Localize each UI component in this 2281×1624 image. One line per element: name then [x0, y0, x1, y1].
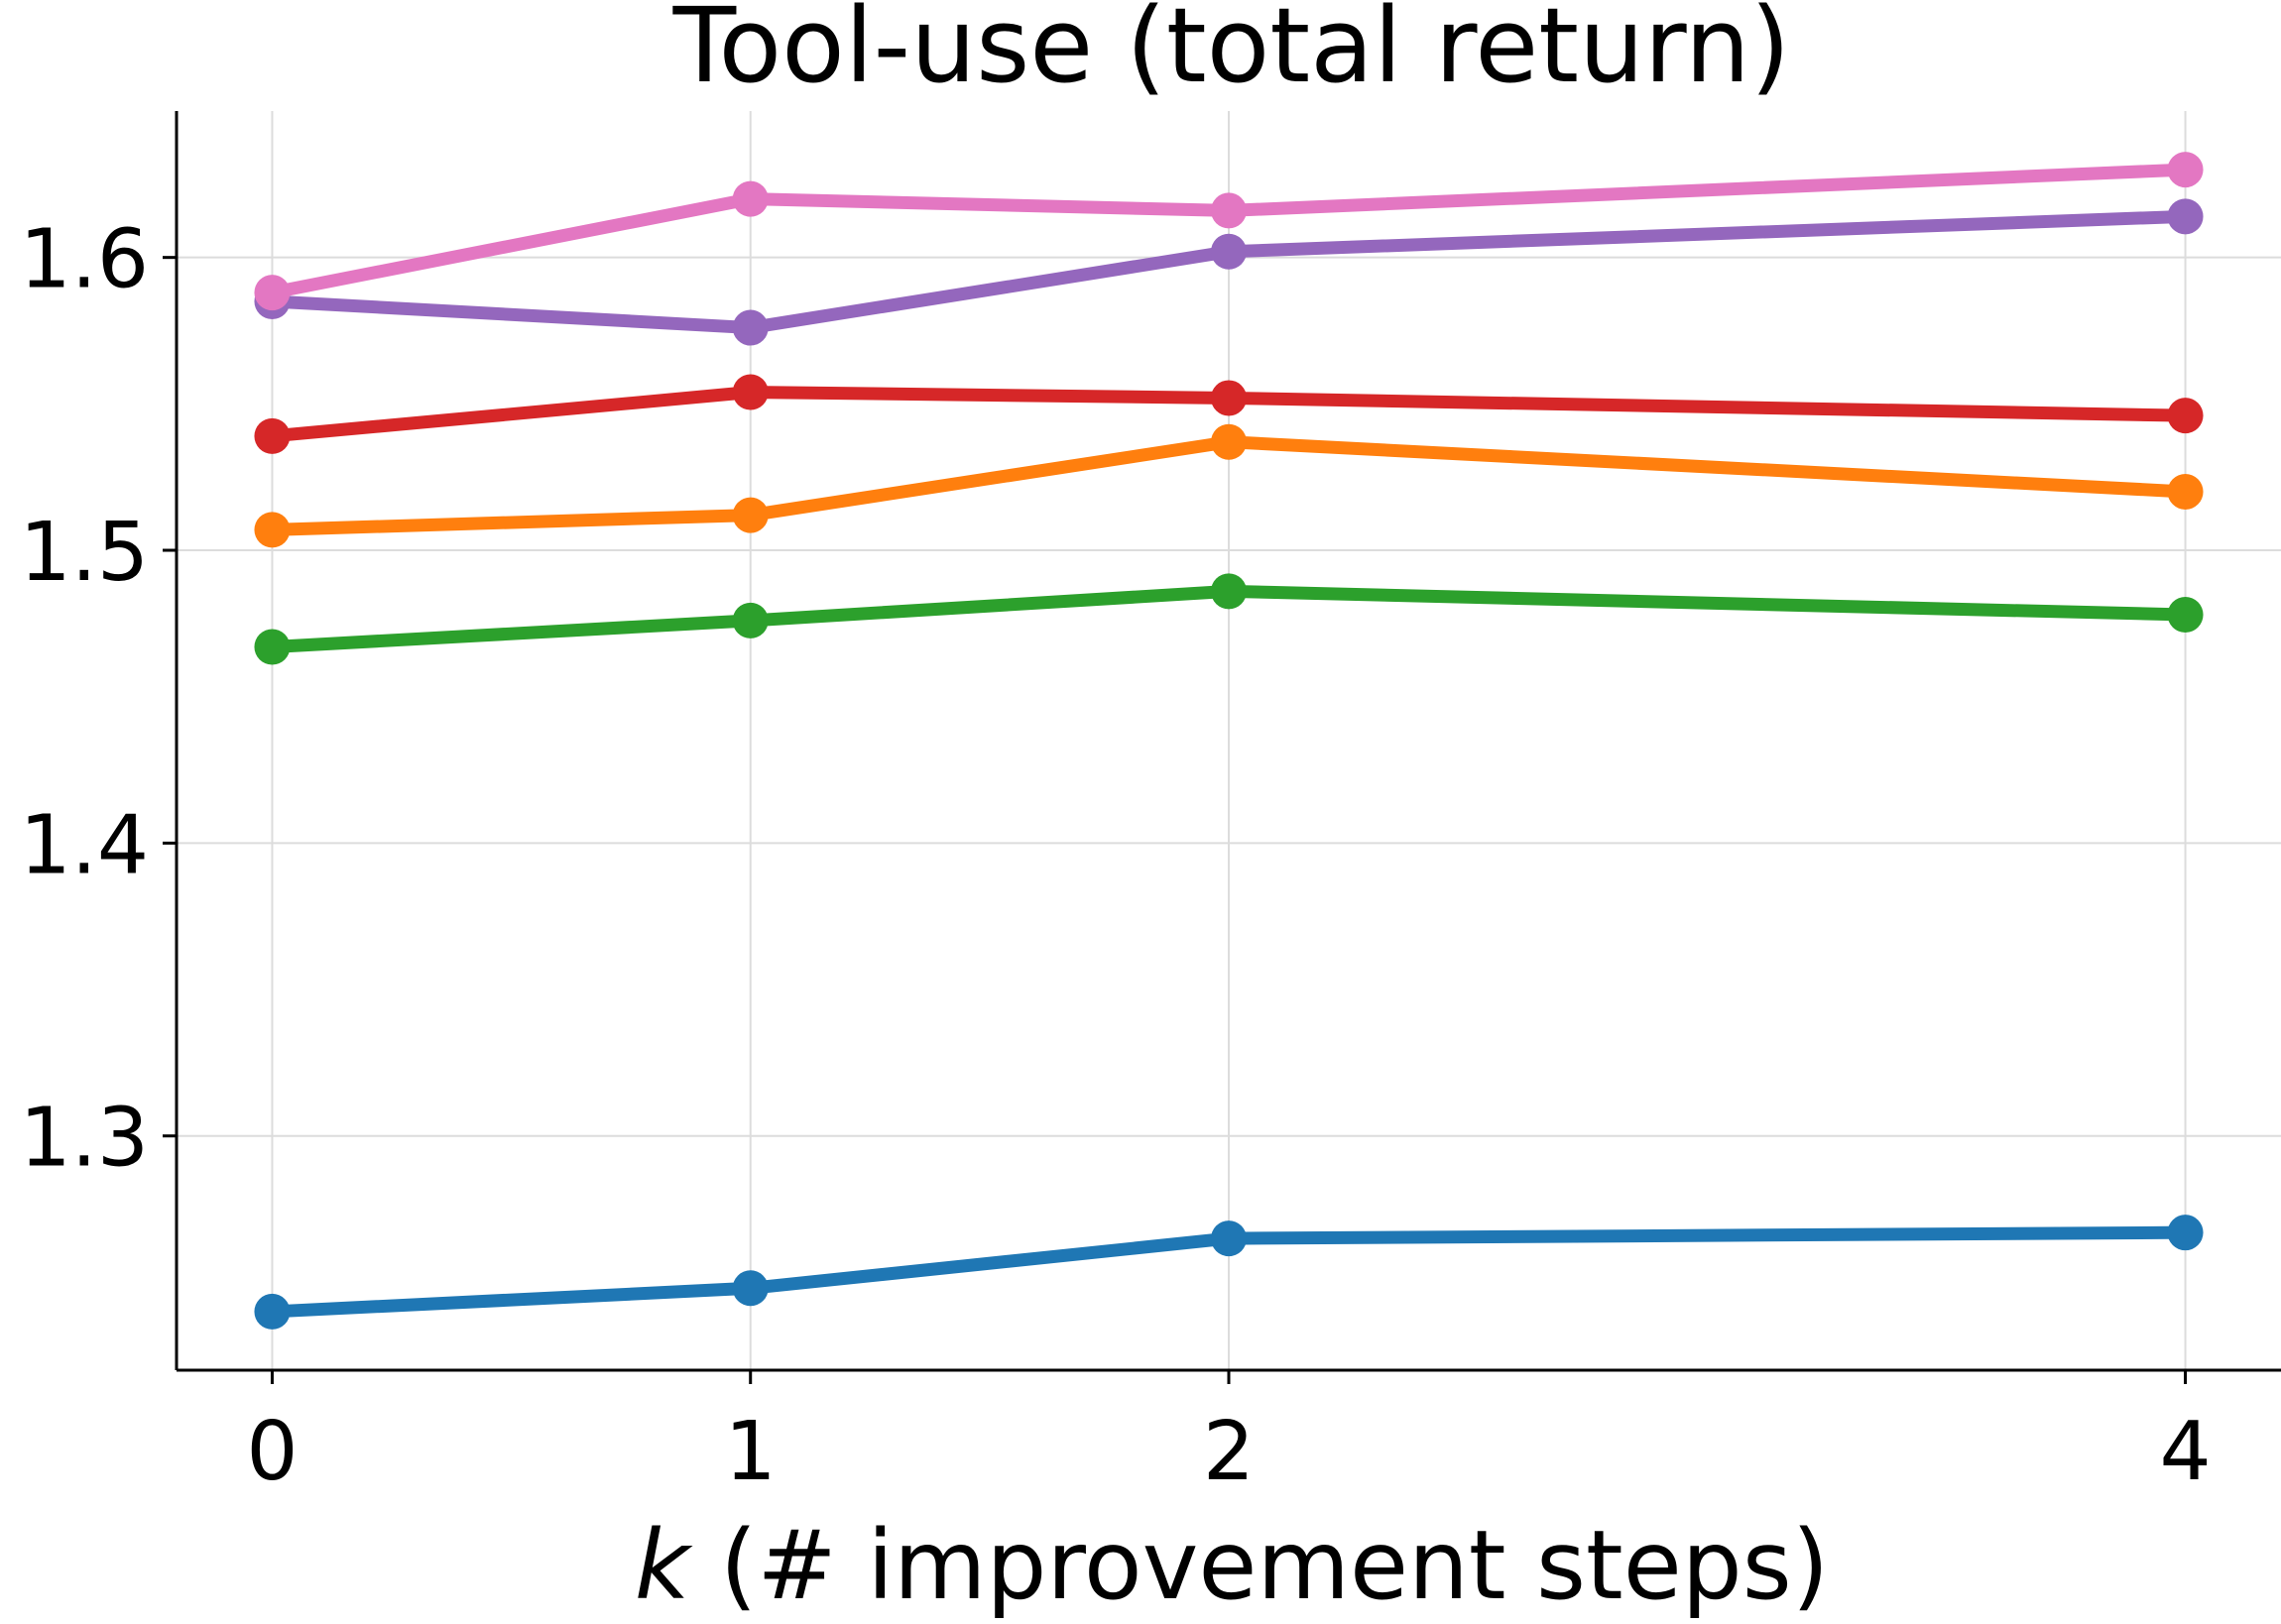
x-tick-label-1: 1 — [725, 1405, 777, 1499]
chart-title: Tool-use (total return) — [672, 0, 1791, 106]
series-layer — [254, 152, 2204, 1330]
grid — [177, 111, 2281, 1370]
series-1 — [254, 423, 2204, 548]
y-ticks: 1.3 1.4 1.5 1.6 — [20, 213, 177, 1186]
series-5-point-0 — [254, 275, 291, 311]
x-axis-label-variable: k — [635, 1510, 693, 1621]
series-2-point-1 — [732, 602, 769, 638]
series-0 — [254, 1215, 2204, 1330]
series-3 — [254, 374, 2204, 454]
series-1-point-1 — [732, 497, 769, 533]
series-4 — [254, 198, 2204, 346]
x-tick-label-0: 0 — [246, 1405, 298, 1499]
series-1-point-3 — [2167, 473, 2204, 510]
x-axis-label-text: (# improvement steps) — [689, 1510, 1829, 1621]
y-tick-label-0: 1.3 — [20, 1092, 149, 1186]
series-2-point-2 — [1211, 573, 1247, 610]
series-4-line — [265, 209, 2193, 335]
x-axis-label: k (# improvement steps) — [635, 1510, 1829, 1621]
series-2-point-0 — [254, 629, 291, 665]
series-5-point-2 — [1211, 192, 1247, 229]
series-3-point-1 — [732, 374, 769, 410]
series-0-point-3 — [2167, 1215, 2204, 1251]
series-1-point-0 — [254, 512, 291, 548]
series-0-point-0 — [254, 1293, 291, 1330]
series-4-point-1 — [732, 309, 769, 346]
series-3-point-2 — [1211, 380, 1247, 416]
series-5-point-3 — [2167, 152, 2204, 188]
series-5 — [254, 152, 2204, 311]
x-tick-label-3: 4 — [2159, 1405, 2211, 1499]
series-1-line — [265, 435, 2193, 536]
series-4-point-2 — [1211, 233, 1247, 270]
series-3-point-0 — [254, 417, 291, 454]
series-2 — [254, 573, 2204, 665]
series-3-point-3 — [2167, 398, 2204, 434]
x-ticks: 0 1 2 4 — [246, 1370, 2212, 1499]
series-0-point-2 — [1211, 1220, 1247, 1257]
y-tick-label-3: 1.6 — [20, 213, 149, 307]
y-tick-label-2: 1.5 — [20, 506, 149, 600]
y-tick-label-1: 1.4 — [20, 798, 149, 892]
series-4-point-3 — [2167, 198, 2204, 235]
series-0-point-1 — [732, 1270, 769, 1307]
series-1-point-2 — [1211, 423, 1247, 460]
series-2-line — [265, 584, 2193, 653]
x-tick-label-2: 2 — [1203, 1405, 1255, 1499]
series-3-line — [265, 386, 2193, 443]
series-2-point-3 — [2167, 597, 2204, 633]
series-5-point-1 — [732, 180, 769, 217]
series-0-line — [265, 1225, 2193, 1319]
series-5-line — [265, 163, 2193, 299]
